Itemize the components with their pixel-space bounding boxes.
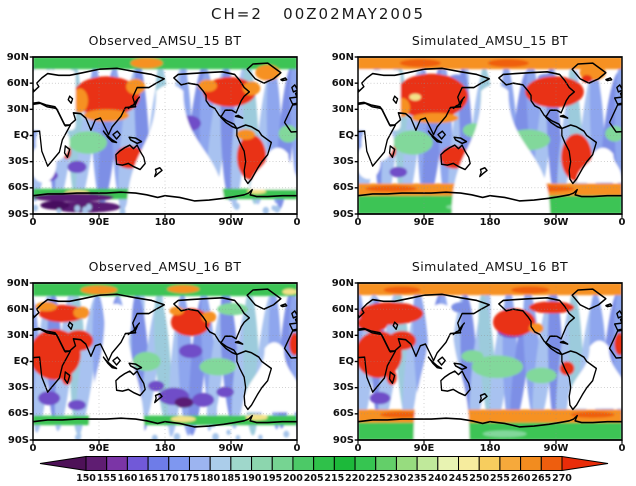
lon-tick-label: 0	[354, 217, 362, 228]
lat-tick-label: 90S	[332, 208, 354, 220]
colorbar-tick-label: 175	[179, 473, 200, 484]
colorbar-tick-label: 165	[138, 473, 158, 484]
colorbar-tick-label: 195	[262, 473, 283, 484]
lat-tick-label: 60N	[331, 77, 354, 89]
colorbar-tick-label: 185	[220, 473, 241, 484]
colorbar-tick-label: 250	[469, 473, 490, 484]
colorbar-tick-label: 225	[365, 473, 386, 484]
lon-tick-label: 0	[29, 217, 37, 228]
lon-tick-label: 90E	[88, 443, 110, 454]
colorbar-tick-label: 220	[345, 473, 365, 484]
lon-tick-label: 0	[354, 443, 362, 454]
lon-tick-label: 0	[29, 443, 37, 454]
panel-title-observed-amsu-15: Observed_AMSU_15 BT	[88, 33, 242, 48]
lat-tick-label: 90N	[6, 51, 29, 63]
colorbar-tick-label: 180	[200, 473, 221, 484]
lat-tick-label: EQ	[338, 130, 354, 141]
colorbar-tick-label: 255	[489, 473, 510, 484]
lat-tick-label: EQ	[13, 130, 29, 141]
lat-tick-label: 60N	[331, 303, 354, 315]
colorbar-tick-label: 230	[386, 473, 407, 484]
colorbar-tick-label: 200	[283, 473, 303, 484]
panel-title-observed-amsu-16: Observed_AMSU_16 BT	[88, 259, 242, 274]
lat-tick-label: 60N	[6, 77, 29, 89]
lon-tick-label: 0	[293, 443, 301, 454]
lon-tick-label: 0	[618, 217, 626, 228]
lon-tick-label: 180	[154, 217, 176, 228]
map-panel-simulated-amsu-16	[354, 282, 623, 444]
panel-title-simulated-amsu-15: Simulated_AMSU_15 BT	[411, 33, 569, 48]
colorbar-tick-label: 265	[531, 473, 552, 484]
lon-tick-label: 90W	[543, 217, 569, 228]
lat-tick-label: 30N	[331, 329, 354, 341]
lon-tick-label: 180	[479, 217, 501, 228]
lon-tick-label: 180	[479, 443, 501, 454]
figure-title: CH=2 00Z02MAY2005	[211, 5, 425, 23]
coastlines	[33, 62, 297, 202]
lat-tick-label: 30S	[7, 382, 29, 394]
lat-tick-label: 90S	[7, 208, 29, 220]
lat-tick-label: EQ	[338, 356, 354, 367]
colorbar-tick-label: 235	[407, 473, 428, 484]
colorbar-tick-label: 270	[552, 473, 572, 484]
lon-tick-label: 0	[618, 443, 626, 454]
lat-tick-label: 30N	[6, 329, 29, 341]
colorbar-tick-label: 215	[324, 473, 345, 484]
colorbar-tick-label: 245	[448, 473, 469, 484]
lat-tick-label: 90N	[6, 277, 29, 289]
colorbar-tick-label: 190	[241, 473, 262, 484]
colorbar-tick-label: 150	[76, 473, 96, 484]
lon-tick-label: 90W	[218, 443, 244, 454]
map-panel-observed-amsu-16	[29, 282, 298, 444]
colorbar-tick-label: 155	[96, 473, 117, 484]
map-panel-simulated-amsu-15	[354, 56, 623, 218]
colorbar-tick-label: 240	[427, 473, 448, 484]
coastlines	[358, 288, 622, 428]
lon-tick-label: 90W	[543, 443, 569, 454]
lat-tick-label: 60S	[7, 408, 29, 420]
lat-tick-label: 30S	[332, 156, 354, 168]
lat-tick-label: 30S	[7, 156, 29, 168]
lat-tick-label: 30N	[331, 103, 354, 115]
panel-title-simulated-amsu-16: Simulated_AMSU_16 BT	[411, 259, 569, 274]
lon-tick-label: 90W	[218, 217, 244, 228]
colorbar-tick-label: 160	[117, 473, 138, 484]
lat-tick-label: 90S	[332, 434, 354, 446]
lat-tick-label: 90N	[331, 277, 354, 289]
map-panel-observed-amsu-15	[29, 56, 298, 218]
lat-tick-label: 90S	[7, 434, 29, 446]
lat-tick-label: 90N	[331, 51, 354, 63]
lon-tick-label: 90E	[88, 217, 110, 228]
lat-tick-label: 30N	[6, 103, 29, 115]
lat-tick-label: 60S	[332, 182, 354, 194]
colorbar-tick-label: 205	[303, 473, 324, 484]
lat-tick-label: 60N	[6, 303, 29, 315]
lon-tick-label: 90E	[413, 217, 435, 228]
lon-tick-label: 90E	[413, 443, 435, 454]
lat-tick-label: 60S	[7, 182, 29, 194]
lon-tick-label: 0	[293, 217, 301, 228]
colorbar-scale	[39, 455, 609, 472]
colorbar-tick-label: 260	[510, 473, 531, 484]
lat-tick-label: 60S	[332, 408, 354, 420]
colorbar-tick-label: 170	[158, 473, 179, 484]
lat-tick-label: 30S	[332, 382, 354, 394]
coastlines	[33, 288, 297, 428]
lon-tick-label: 180	[154, 443, 176, 454]
coastlines	[358, 62, 622, 202]
lat-tick-label: EQ	[13, 356, 29, 367]
